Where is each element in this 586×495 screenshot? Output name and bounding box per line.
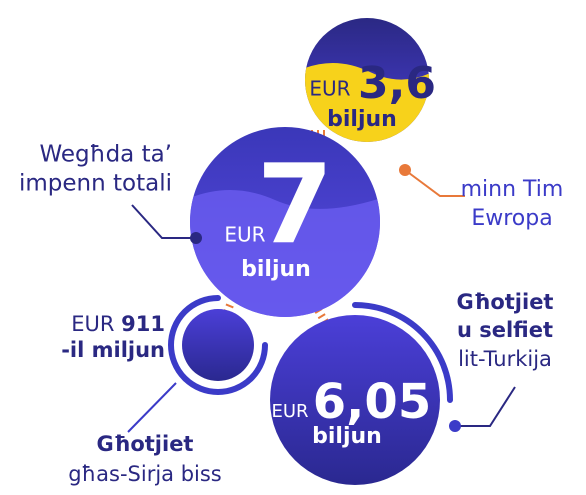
pointer xyxy=(405,170,465,196)
currency: EUR xyxy=(71,312,114,336)
caption: Wegħda ta’ xyxy=(39,142,172,168)
caption: lit-Turkija xyxy=(458,347,552,371)
pointer xyxy=(128,383,176,432)
currency: EUR xyxy=(224,223,265,247)
pointer-dot xyxy=(190,232,202,244)
currency: EUR xyxy=(271,401,308,422)
caption-bold: u selfiet xyxy=(457,318,553,342)
pointer-dot xyxy=(399,164,411,176)
pointer xyxy=(132,205,196,238)
unit: biljun xyxy=(241,257,311,282)
caption: minn Tim xyxy=(461,177,564,202)
pointer xyxy=(455,387,515,426)
amount-line: EUR 911 xyxy=(71,312,165,336)
amount: 911 xyxy=(121,312,165,336)
syria-circle xyxy=(182,309,254,381)
caption-bold: Għotjiet xyxy=(457,290,554,314)
caption: Ewropa xyxy=(471,206,552,231)
unit: biljun xyxy=(327,107,397,132)
amount: 6,05 xyxy=(313,374,431,430)
amount: 7 xyxy=(257,140,334,268)
currency: EUR xyxy=(309,77,350,101)
infographic: EUR 3,6 biljun minn Tim Ewropa 7 EUR bil… xyxy=(0,0,586,495)
caption: impenn totali xyxy=(19,171,172,197)
caption: għas-Sirja biss xyxy=(68,462,222,486)
pointer-dot xyxy=(449,420,461,432)
unit: -il miljun xyxy=(61,338,165,362)
caption-bold: Għotjiet xyxy=(97,432,194,456)
amount: 3,6 xyxy=(358,58,436,109)
unit: biljun xyxy=(312,424,382,449)
